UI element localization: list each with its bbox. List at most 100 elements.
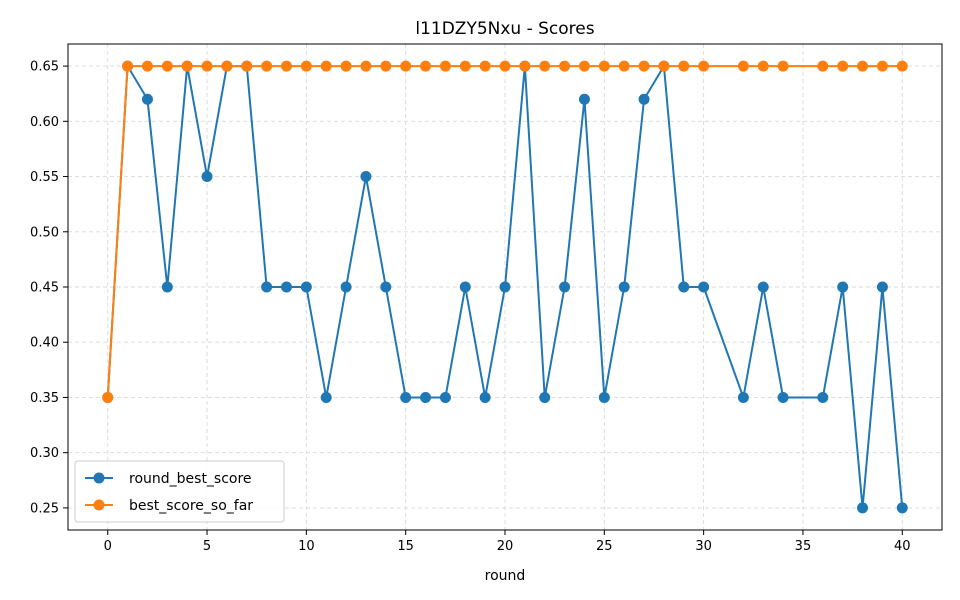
data-point-best-score-so-far <box>618 60 630 72</box>
y-tick-label: 0.40 <box>30 336 59 351</box>
data-point-best-score-so-far <box>320 60 332 72</box>
legend-marker-round-best-score <box>93 472 105 484</box>
x-tick-label: 30 <box>695 539 712 554</box>
data-point-round-best-score <box>201 171 213 183</box>
data-point-best-score-so-far <box>241 60 253 72</box>
data-point-round-best-score <box>261 281 273 293</box>
legend-marker-best-score-so-far <box>93 499 105 511</box>
data-point-best-score-so-far <box>360 60 372 72</box>
data-point-round-best-score <box>380 281 392 293</box>
data-point-round-best-score <box>420 391 432 403</box>
data-point-round-best-score <box>598 391 610 403</box>
data-point-best-score-so-far <box>896 60 908 72</box>
y-tick-label: 0.50 <box>30 225 59 240</box>
data-point-best-score-so-far <box>400 60 412 72</box>
data-point-best-score-so-far <box>876 60 888 72</box>
chart-title: l11DZY5Nxu - Scores <box>415 19 594 39</box>
data-point-round-best-score <box>479 391 491 403</box>
y-tick-label: 0.65 <box>30 60 59 75</box>
data-point-round-best-score <box>757 281 769 293</box>
data-point-best-score-so-far <box>638 60 650 72</box>
data-point-round-best-score <box>638 93 650 105</box>
x-tick-label: 15 <box>397 539 414 554</box>
y-tick-label: 0.55 <box>30 170 59 185</box>
data-point-best-score-so-far <box>499 60 511 72</box>
data-point-best-score-so-far <box>519 60 531 72</box>
data-point-best-score-so-far <box>857 60 869 72</box>
data-point-round-best-score <box>698 281 710 293</box>
data-point-best-score-so-far <box>439 60 451 72</box>
data-point-round-best-score <box>578 93 590 105</box>
data-point-best-score-so-far <box>777 60 789 72</box>
data-point-best-score-so-far <box>161 60 173 72</box>
data-point-round-best-score <box>360 171 372 183</box>
data-point-round-best-score <box>737 391 749 403</box>
data-point-best-score-so-far <box>837 60 849 72</box>
data-point-round-best-score <box>300 281 312 293</box>
x-tick-label: 5 <box>203 539 211 554</box>
data-point-round-best-score <box>539 391 551 403</box>
data-point-best-score-so-far <box>281 60 292 72</box>
data-point-round-best-score <box>817 391 829 403</box>
data-point-best-score-so-far <box>201 60 213 72</box>
x-tick-label: 20 <box>497 539 514 554</box>
y-tick-label: 0.45 <box>30 281 59 296</box>
data-point-best-score-so-far <box>380 60 392 72</box>
legend-box <box>74 460 285 523</box>
data-point-best-score-so-far <box>420 60 432 72</box>
data-point-round-best-score <box>281 281 292 293</box>
data-point-round-best-score <box>896 502 908 514</box>
data-point-round-best-score <box>439 391 451 403</box>
data-point-best-score-so-far <box>698 60 710 72</box>
x-tick-label: 40 <box>894 539 911 554</box>
data-point-best-score-so-far <box>678 60 690 72</box>
data-point-best-score-so-far <box>340 60 352 72</box>
data-point-best-score-so-far <box>598 60 610 72</box>
data-point-round-best-score <box>618 281 630 293</box>
data-point-best-score-so-far <box>459 60 471 72</box>
data-point-best-score-so-far <box>261 60 273 72</box>
y-tick-label: 0.30 <box>30 446 59 461</box>
data-point-best-score-so-far <box>141 60 153 72</box>
data-point-round-best-score <box>876 281 888 293</box>
y-tick-label: 0.35 <box>30 391 59 406</box>
data-point-best-score-so-far <box>300 60 312 72</box>
x-tick-label: 35 <box>795 539 812 554</box>
data-point-round-best-score <box>320 391 332 403</box>
series-layer <box>102 60 908 514</box>
tick-layer: 0 5 10 15 20 25 30 35 40 0.25 0.30 0.35 0.40 0.45 0.50… <box>30 60 910 554</box>
data-point-best-score-so-far <box>559 60 571 72</box>
data-point-round-best-score <box>678 281 690 293</box>
y-tick-label: 0.60 <box>30 115 59 130</box>
y-tick-label: 0.25 <box>30 501 59 516</box>
data-point-best-score-so-far <box>102 391 114 403</box>
data-point-best-score-so-far <box>479 60 491 72</box>
data-point-round-best-score <box>857 502 869 514</box>
data-point-best-score-so-far <box>757 60 769 72</box>
data-point-round-best-score <box>459 281 471 293</box>
legend: round_best_score best_score_so_far <box>74 460 285 523</box>
data-point-round-best-score <box>141 93 153 105</box>
data-point-best-score-so-far <box>817 60 829 72</box>
data-point-round-best-score <box>777 391 789 403</box>
data-point-best-score-so-far <box>539 60 551 72</box>
legend-label-best-score-so-far: best_score_so_far <box>129 498 253 514</box>
x-tick-label: 10 <box>298 539 315 554</box>
data-point-best-score-so-far <box>221 60 233 72</box>
data-point-round-best-score <box>400 391 412 403</box>
data-point-best-score-so-far <box>181 60 193 72</box>
data-point-round-best-score <box>340 281 352 293</box>
x-tick-label: 0 <box>104 539 112 554</box>
data-point-best-score-so-far <box>737 60 749 72</box>
data-point-best-score-so-far <box>122 60 134 72</box>
x-tick-label: 25 <box>596 539 613 554</box>
x-axis-label: round <box>485 568 526 584</box>
data-point-best-score-so-far <box>658 60 670 72</box>
data-point-round-best-score <box>499 281 511 293</box>
data-point-round-best-score <box>837 281 849 293</box>
legend-label-round-best-score: round_best_score <box>129 471 252 487</box>
data-point-round-best-score <box>161 281 173 293</box>
data-point-round-best-score <box>559 281 571 293</box>
data-point-best-score-so-far <box>578 60 590 72</box>
